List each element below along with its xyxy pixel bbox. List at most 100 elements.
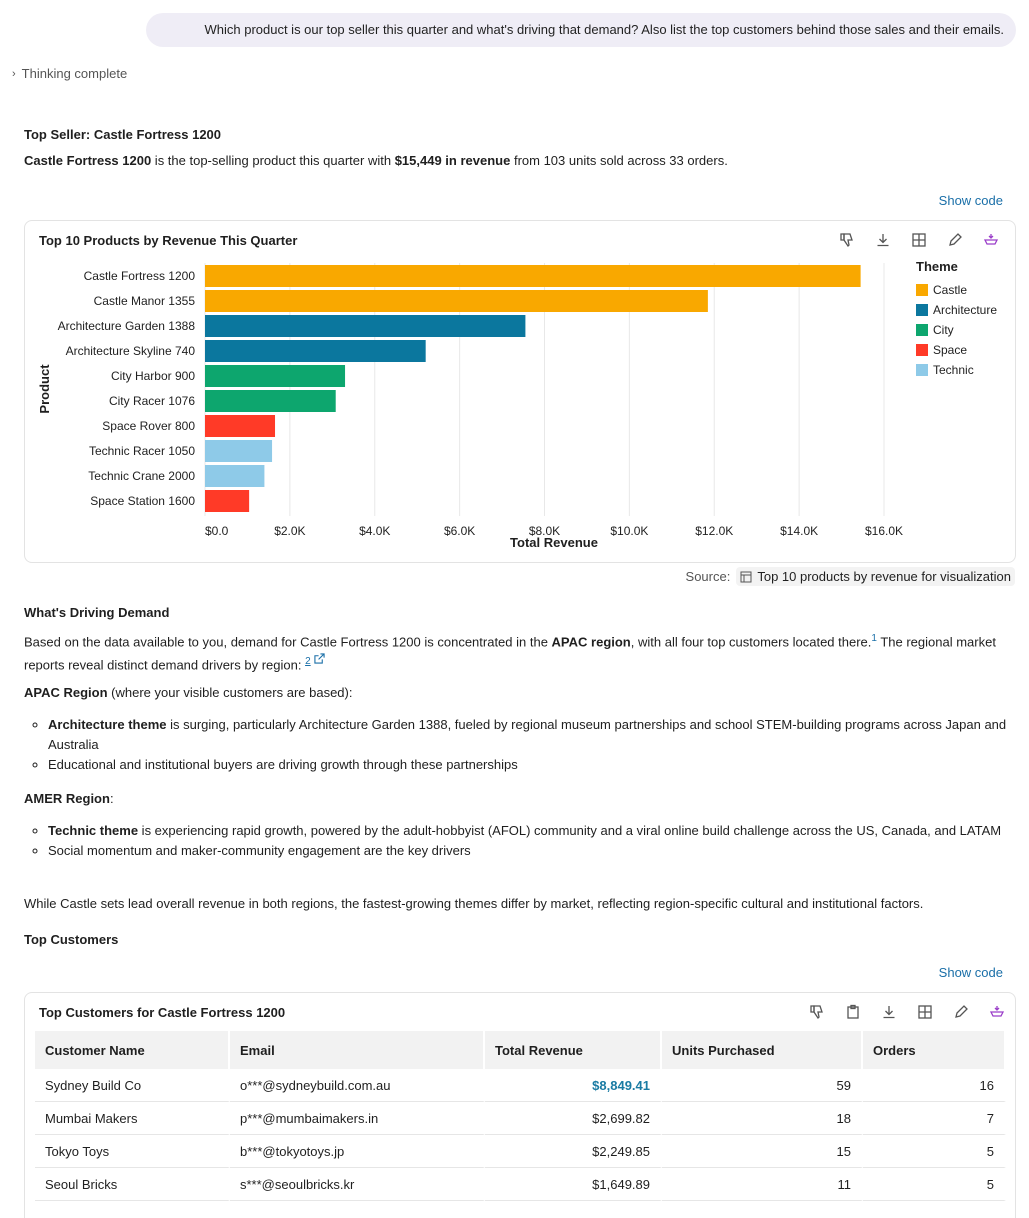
- thumbs-down-icon[interactable]: [808, 1003, 826, 1021]
- apac-label: APAC Region (where your visible customer…: [24, 683, 1009, 703]
- clipboard-icon[interactable]: [844, 1003, 862, 1021]
- citation-2[interactable]: 2: [305, 656, 311, 668]
- bar[interactable]: [205, 365, 346, 387]
- legend-title: Theme: [916, 259, 958, 274]
- show-code-button-table[interactable]: Show code: [938, 965, 1003, 980]
- apac-bullet-1-text: is surging, particularly Architecture Ga…: [48, 717, 1007, 752]
- cell-customer: Seoul Bricks: [35, 1168, 230, 1201]
- amer-bullet-1-bold: Technic theme: [48, 823, 139, 838]
- y-tick-label: Castle Fortress 1200: [84, 269, 196, 283]
- y-tick-label: Technic Crane 2000: [88, 469, 195, 483]
- citation-1[interactable]: 1: [871, 633, 877, 644]
- demand-text-b: , with all four top customers located th…: [630, 634, 872, 650]
- bar[interactable]: [205, 340, 426, 362]
- cell-units: 59: [662, 1069, 863, 1102]
- x-tick-label: $12.0K: [695, 524, 733, 538]
- cell-customer: Mumbai Makers: [35, 1102, 230, 1135]
- legend-swatch: [916, 344, 928, 356]
- x-axis-label: Total Revenue: [510, 535, 598, 549]
- source-chip[interactable]: Top 10 products by revenue for visualiza…: [736, 567, 1015, 586]
- y-tick-label: Architecture Skyline 740: [66, 344, 196, 358]
- legend-swatch: [916, 324, 928, 336]
- x-tick-label: $6.0K: [444, 524, 475, 538]
- layout-grid-icon[interactable]: [910, 231, 928, 249]
- cell-revenue: $2,249.85: [485, 1135, 662, 1168]
- cell-orders: 7: [863, 1102, 1006, 1135]
- table-row: Mumbai Makers p***@mumbaimakers.in $2,69…: [35, 1102, 1006, 1135]
- chart-toolbar: [838, 231, 1000, 249]
- cell-revenue: $1,649.89: [485, 1168, 662, 1201]
- apac-rest: (where your visible customers are based)…: [107, 685, 353, 700]
- x-tick-label: $8.0K: [529, 524, 560, 538]
- cell-orders: 16: [863, 1069, 1006, 1102]
- x-tick-label: $16.0K: [865, 524, 903, 538]
- table-icon: [740, 571, 752, 582]
- demand-text-c: The regional market reports reveal disti…: [24, 634, 996, 673]
- column-header-units[interactable]: Units Purchased: [662, 1031, 863, 1069]
- bar[interactable]: [205, 315, 526, 337]
- edit-pencil-icon[interactable]: [952, 1003, 970, 1021]
- source-row: Source: Top 10 products by revenue for v…: [686, 567, 1015, 586]
- x-tick-label: $4.0K: [359, 524, 390, 538]
- customers-card-title: Top Customers for Castle Fortress 1200: [39, 1005, 286, 1020]
- amer-label: AMER Region:: [24, 789, 1009, 809]
- cell-units: 15: [662, 1135, 863, 1168]
- chart-card: Top 10 Products by Revenue This Quarter …: [24, 220, 1016, 563]
- y-tick-label: City Racer 1076: [109, 394, 195, 408]
- download-icon[interactable]: [880, 1003, 898, 1021]
- y-tick-label: Architecture Garden 1388: [58, 319, 196, 333]
- amer-rest: :: [109, 791, 114, 806]
- legend-label: Architecture: [933, 303, 997, 317]
- source-value: Top 10 products by revenue for visualiza…: [757, 569, 1011, 584]
- column-header-customer[interactable]: Customer Name: [35, 1031, 230, 1069]
- top-seller-revenue: $15,449 in revenue: [394, 153, 511, 168]
- cell-email: b***@tokyotoys.jp: [230, 1135, 485, 1168]
- column-header-revenue[interactable]: Total Revenue: [485, 1031, 662, 1069]
- download-icon[interactable]: [874, 231, 892, 249]
- layout-grid-icon[interactable]: [916, 1003, 934, 1021]
- demand-paragraph: Based on the data available to you, dema…: [24, 629, 1009, 676]
- apac-bold: APAC Region: [24, 685, 108, 700]
- show-code-button-chart[interactable]: Show code: [938, 193, 1003, 208]
- edit-pencil-icon[interactable]: [946, 231, 964, 249]
- table-toolbar: [808, 1003, 1006, 1021]
- legend-label: City: [933, 323, 954, 337]
- x-tick-label: $10.0K: [610, 524, 648, 538]
- ai-assist-icon[interactable]: [988, 1003, 1006, 1021]
- cell-orders: 5: [863, 1135, 1006, 1168]
- column-header-email[interactable]: Email: [230, 1031, 485, 1069]
- bar[interactable]: [205, 265, 861, 287]
- cell-email: p***@mumbaimakers.in: [230, 1102, 485, 1135]
- amer-bold: AMER Region: [24, 791, 110, 806]
- bar[interactable]: [205, 415, 276, 437]
- bar[interactable]: [205, 390, 336, 412]
- demand-text-a: Based on the data available to you, dema…: [24, 634, 552, 650]
- amer-bullets: Technic theme is experiencing rapid grow…: [24, 821, 1009, 861]
- apac-bullet-1: Architecture theme is surging, particula…: [48, 715, 1009, 755]
- legend-label: Technic: [933, 363, 974, 377]
- bar[interactable]: [205, 465, 265, 487]
- apac-bullet-1-bold: Architecture theme: [48, 717, 167, 732]
- top-seller-paragraph: Castle Fortress 1200 is the top-selling …: [24, 151, 1009, 171]
- thumbs-down-icon[interactable]: [838, 231, 856, 249]
- ai-assist-icon[interactable]: [982, 231, 1000, 249]
- cell-units: 11: [662, 1168, 863, 1201]
- user-message-bubble: Which product is our top seller this qua…: [146, 13, 1016, 47]
- cell-customer: Sydney Build Co: [35, 1069, 230, 1102]
- y-tick-label: Space Station 1600: [90, 494, 195, 508]
- demand-region-bold: APAC region: [551, 634, 631, 650]
- legend-swatch: [916, 364, 928, 376]
- bar[interactable]: [205, 290, 708, 312]
- y-tick-label: Technic Racer 1050: [89, 444, 195, 458]
- bar[interactable]: [205, 490, 250, 512]
- bar[interactable]: [205, 440, 273, 462]
- thinking-toggle[interactable]: › Thinking complete: [12, 66, 127, 81]
- thinking-label: Thinking complete: [21, 66, 128, 81]
- column-header-orders[interactable]: Orders: [863, 1031, 1006, 1069]
- amer-bullet-2: Social momentum and maker-community enga…: [48, 841, 1009, 861]
- demand-conclusion: While Castle sets lead overall revenue i…: [24, 896, 924, 911]
- top-seller-text-1: is the top-selling product this quarter …: [151, 153, 395, 168]
- y-tick-label: Space Rover 800: [102, 419, 195, 433]
- external-link-icon[interactable]: [314, 653, 325, 664]
- customers-card: Top Customers for Castle Fortress 1200 C…: [24, 992, 1016, 1218]
